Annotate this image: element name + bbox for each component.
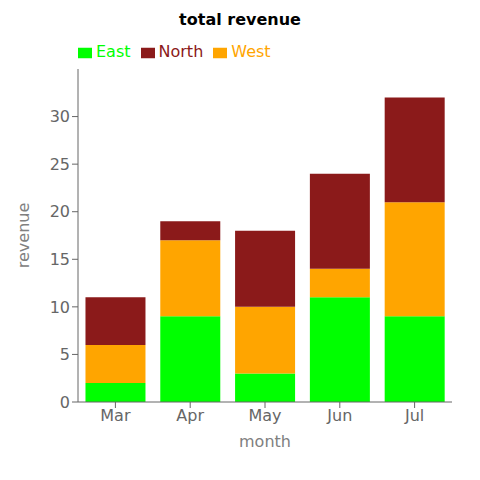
svg-text:5: 5: [60, 345, 70, 364]
svg-text:10: 10: [50, 298, 70, 317]
svg-text:Jul: Jul: [404, 406, 424, 425]
svg-text:25: 25: [50, 155, 70, 174]
html-text:North: North: [158, 42, 204, 61]
html-text:East: East: [96, 42, 131, 61]
svg-text:Jun: Jun: [326, 406, 352, 425]
svg-text:Mar: Mar: [100, 406, 131, 425]
svg-text:revenue: revenue: [14, 203, 33, 269]
svg-text:Apr: Apr: [176, 406, 204, 425]
svg-text:May: May: [248, 406, 281, 425]
html-text:total revenue: total revenue: [179, 10, 301, 29]
svg-text:15: 15: [50, 250, 70, 269]
svg-text:30: 30: [50, 107, 70, 126]
html-text:West: West: [231, 42, 271, 61]
svg-text:month: month: [239, 432, 291, 451]
svg-text:20: 20: [50, 202, 70, 221]
svg-text:0: 0: [60, 393, 70, 412]
